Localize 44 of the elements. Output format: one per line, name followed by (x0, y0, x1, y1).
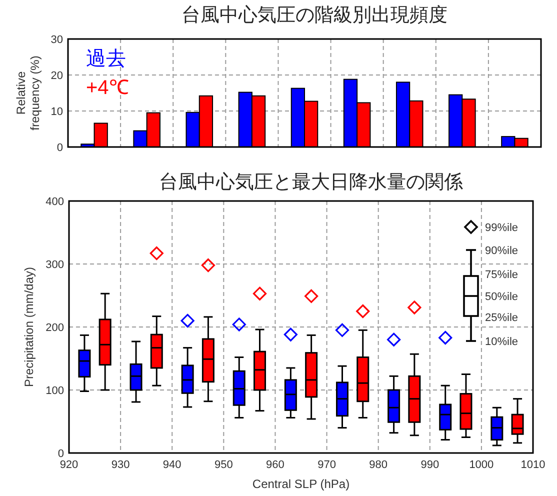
x-tick-label: 990 (420, 459, 440, 471)
point (150, 246, 164, 260)
series-label: +4℃ (86, 77, 129, 99)
annotation: 90%ile (485, 244, 518, 257)
point (304, 289, 318, 303)
y-tick-label: 400 (46, 196, 64, 208)
x-tick-label: 1000 (469, 459, 494, 471)
point (335, 323, 350, 337)
y-tick-label: 0 (58, 448, 64, 460)
point (408, 300, 422, 314)
y-axis-title: Relative frequency (%) (14, 56, 42, 130)
y-tick-label: 300 (46, 258, 64, 271)
y-tick-label: 10 (50, 106, 63, 118)
y-tick-label: 20 (50, 70, 63, 82)
x-tick-label: 980 (369, 459, 388, 471)
point (356, 304, 370, 318)
chart-title: 台風中心気圧の階級別出現頻度 (182, 4, 448, 26)
annotation: 99%ile (485, 222, 518, 234)
x-tick-label: 1010 (520, 459, 546, 471)
point (387, 332, 401, 346)
annotation: 10%ile (485, 336, 518, 348)
point (232, 318, 246, 332)
x-tick-label: 940 (162, 459, 182, 471)
x-tick-label: 920 (60, 459, 78, 471)
annotation: 25%ile (485, 312, 518, 324)
y-tick-label: 100 (46, 384, 64, 397)
x-tick-label: 970 (318, 459, 336, 471)
point (180, 314, 194, 328)
y-tick-label: 200 (46, 322, 64, 334)
x-tick-label: 950 (214, 459, 233, 471)
point (438, 330, 452, 345)
point (252, 286, 267, 300)
chart-title: 台風中心気圧と最大日降水量の関係 (159, 171, 463, 193)
y-tick-label: 30 (50, 34, 63, 46)
annotation: 75%ile (485, 268, 518, 281)
point (201, 258, 215, 272)
x-tick-label: 960 (266, 459, 284, 471)
y-axis-title: Precipitation (mm/day) (22, 266, 36, 388)
x-tick-label: 930 (111, 459, 130, 471)
text: 過去 (86, 48, 126, 70)
point (284, 328, 298, 342)
annotation: 50%ile (485, 290, 518, 303)
y-tick-label: 0 (56, 142, 63, 154)
x-axis-title: Central SLP (hPa) (252, 477, 350, 491)
